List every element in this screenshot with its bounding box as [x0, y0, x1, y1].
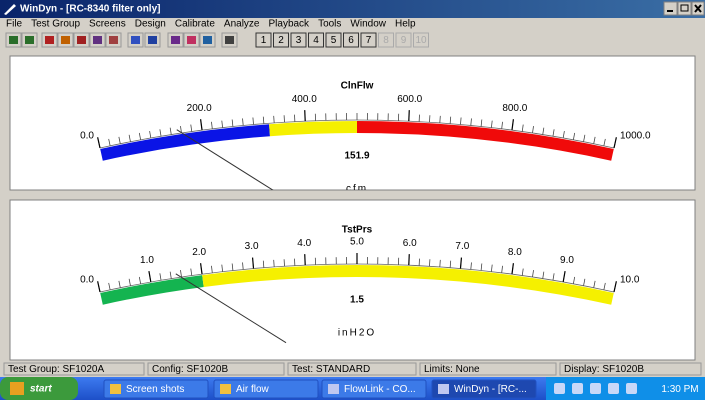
task-label: Air flow [236, 384, 270, 395]
toolbar-number-label: 6 [348, 35, 354, 46]
menu-item[interactable]: Calibrate [175, 19, 215, 30]
tray-icon[interactable] [608, 383, 619, 394]
toolbar-icon [225, 36, 234, 44]
status-text: Limits: None [424, 364, 480, 375]
tick-label: 6.0 [403, 238, 417, 249]
tick-label: 9.0 [560, 255, 574, 266]
toolbar-number-label: 2 [278, 35, 284, 46]
menu-item[interactable]: Tools [318, 19, 341, 30]
task-icon [110, 384, 121, 394]
tick-label: 0.0 [80, 275, 94, 286]
menu-item[interactable]: Help [395, 19, 416, 30]
toolbar-icon [45, 36, 54, 44]
menu-item[interactable]: Analyze [224, 19, 260, 30]
task-icon [220, 384, 231, 394]
toolbar-number-label: 10 [415, 35, 427, 46]
task-icon [328, 384, 339, 394]
toolbar-number-label: 7 [366, 35, 372, 46]
status-text: Test Group: SF1020A [8, 364, 104, 375]
menu-item[interactable]: File [6, 19, 23, 30]
toolbar-icon [93, 36, 102, 44]
tick-label: 8.0 [508, 247, 522, 258]
toolbar-number-label: 5 [331, 35, 337, 46]
task-label: Screen shots [126, 384, 184, 395]
clock: 1:30 PM [661, 384, 698, 395]
toolbar-icon [61, 36, 70, 44]
tick-label: 4.0 [297, 238, 311, 249]
tick-label: 600.0 [397, 94, 422, 105]
minor-tick [450, 261, 451, 268]
tick-label: 2.0 [192, 247, 206, 258]
toolbar-number-label: 4 [313, 35, 319, 46]
start-logo [10, 382, 24, 395]
task-label: WinDyn - [RC-... [454, 384, 527, 395]
tick-label: 0.0 [80, 131, 94, 142]
window-title: WinDyn - [RC-8340 filter only] [20, 4, 160, 15]
menu-item[interactable]: Window [350, 19, 386, 30]
tick-label: 1000.0 [620, 131, 651, 142]
gauge-title: ClnFlw [341, 81, 374, 92]
toolbar-icon [148, 36, 157, 44]
toolbar-number-label: 1 [261, 35, 267, 46]
tick-label: 800.0 [502, 103, 527, 114]
status-text: Display: SF1020B [564, 364, 644, 375]
minor-tick [263, 117, 264, 124]
tray-icon[interactable] [626, 383, 637, 394]
tray-icon[interactable] [572, 383, 583, 394]
toolbar-icon [109, 36, 118, 44]
status-text: Test: STANDARD [292, 364, 370, 375]
menu-item[interactable]: Test Group [31, 19, 80, 30]
screen: WinDyn - [RC-8340 filter only] File Test … [0, 0, 705, 400]
task-label: FlowLink - CO... [344, 384, 416, 395]
tick-label: 1.0 [140, 255, 154, 266]
gauge-value: 1.5 [350, 295, 364, 306]
toolbar-number-label: 3 [296, 35, 302, 46]
gauge-unit: inH2O [338, 328, 376, 339]
tick-label: 3.0 [245, 241, 259, 252]
toolbar-icon [171, 36, 180, 44]
start-label: start [30, 384, 52, 395]
toolbar-icon [77, 36, 86, 44]
gauge-title: TstPrs [342, 225, 373, 236]
toolbar-number-label: 8 [383, 35, 389, 46]
toolbar-icon [25, 36, 34, 44]
menu-item[interactable]: Playback [268, 19, 310, 30]
toolbar-icon [187, 36, 196, 44]
tick-label: 400.0 [292, 94, 317, 105]
toolbar-icon [131, 36, 140, 44]
window-controls[interactable] [664, 2, 704, 15]
tick-label: 200.0 [187, 103, 212, 114]
minor-tick [450, 117, 451, 124]
minor-tick [263, 261, 264, 268]
gauge-value: 151.9 [344, 151, 369, 162]
tick-label: 5.0 [350, 237, 364, 248]
menu-item[interactable]: Screens [89, 19, 126, 30]
toolbar-icon [203, 36, 212, 44]
status-text: Config: SF1020B [152, 364, 228, 375]
tick-label: 10.0 [620, 275, 640, 286]
task-icon [438, 384, 449, 394]
toolbar-number-label: 9 [401, 35, 407, 46]
menu-item[interactable]: Design [135, 19, 166, 30]
tray-icon[interactable] [554, 383, 565, 394]
tick-label: 7.0 [455, 241, 469, 252]
toolbar-icon [9, 36, 18, 44]
tray-icon[interactable] [590, 383, 601, 394]
